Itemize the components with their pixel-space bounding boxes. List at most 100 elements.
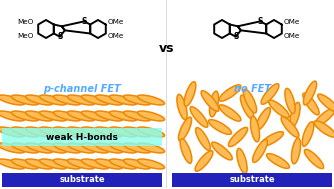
Ellipse shape	[124, 159, 151, 169]
Ellipse shape	[124, 95, 151, 105]
Ellipse shape	[11, 159, 38, 169]
Bar	[2, 128, 162, 146]
Ellipse shape	[240, 95, 254, 119]
Ellipse shape	[138, 95, 165, 105]
Ellipse shape	[285, 88, 295, 114]
Ellipse shape	[81, 111, 109, 121]
Ellipse shape	[11, 111, 38, 121]
Ellipse shape	[39, 159, 66, 169]
Ellipse shape	[53, 143, 80, 153]
Ellipse shape	[177, 94, 187, 120]
Ellipse shape	[196, 128, 210, 150]
Ellipse shape	[243, 89, 257, 113]
Ellipse shape	[201, 91, 219, 111]
Ellipse shape	[138, 111, 165, 121]
Ellipse shape	[261, 132, 284, 146]
Ellipse shape	[267, 154, 290, 168]
Text: OMe: OMe	[108, 19, 124, 26]
Ellipse shape	[25, 95, 52, 105]
Ellipse shape	[124, 127, 151, 137]
Ellipse shape	[253, 139, 267, 162]
Ellipse shape	[110, 159, 137, 169]
Ellipse shape	[96, 143, 123, 153]
Text: S: S	[81, 17, 87, 26]
Ellipse shape	[237, 148, 247, 174]
Text: OMe: OMe	[108, 33, 124, 39]
Ellipse shape	[25, 159, 52, 169]
Ellipse shape	[96, 159, 123, 169]
Ellipse shape	[110, 143, 137, 153]
Text: MeO: MeO	[17, 19, 33, 25]
Ellipse shape	[292, 138, 301, 164]
Text: substrate: substrate	[229, 176, 275, 184]
Bar	[172, 173, 332, 187]
Ellipse shape	[318, 94, 334, 112]
Ellipse shape	[0, 111, 25, 121]
Ellipse shape	[81, 143, 109, 153]
Ellipse shape	[110, 111, 137, 121]
Text: OMe: OMe	[284, 19, 300, 26]
Ellipse shape	[53, 111, 80, 121]
Ellipse shape	[39, 111, 66, 121]
Ellipse shape	[303, 93, 319, 115]
Ellipse shape	[281, 117, 299, 137]
Ellipse shape	[303, 81, 317, 105]
Ellipse shape	[190, 107, 208, 127]
Ellipse shape	[180, 139, 192, 163]
Ellipse shape	[25, 127, 52, 137]
Text: weak H-bonds: weak H-bonds	[46, 132, 118, 142]
Ellipse shape	[11, 127, 38, 137]
Ellipse shape	[269, 100, 289, 118]
Ellipse shape	[110, 95, 137, 105]
Ellipse shape	[39, 95, 66, 105]
Text: S: S	[233, 32, 238, 41]
Text: substrate: substrate	[59, 176, 105, 184]
Text: no FET: no FET	[233, 84, 271, 94]
Ellipse shape	[219, 105, 241, 121]
Ellipse shape	[315, 108, 334, 126]
Ellipse shape	[250, 116, 260, 142]
Ellipse shape	[124, 111, 151, 121]
Ellipse shape	[11, 95, 38, 105]
Ellipse shape	[81, 159, 109, 169]
Ellipse shape	[256, 108, 270, 130]
Ellipse shape	[96, 127, 123, 137]
Ellipse shape	[0, 159, 25, 169]
Ellipse shape	[261, 84, 279, 104]
Ellipse shape	[0, 143, 25, 153]
Ellipse shape	[0, 127, 25, 137]
Ellipse shape	[302, 122, 314, 146]
Ellipse shape	[290, 102, 300, 128]
Ellipse shape	[219, 85, 241, 101]
Text: p-channel FET: p-channel FET	[43, 84, 121, 94]
Ellipse shape	[124, 143, 151, 153]
Bar	[2, 173, 162, 187]
Text: OMe: OMe	[284, 33, 300, 39]
Text: vs: vs	[159, 43, 175, 56]
Ellipse shape	[39, 127, 66, 137]
Ellipse shape	[96, 95, 123, 105]
Ellipse shape	[25, 143, 52, 153]
Ellipse shape	[178, 117, 192, 141]
Ellipse shape	[53, 95, 80, 105]
Ellipse shape	[53, 159, 80, 169]
Ellipse shape	[67, 159, 95, 169]
Ellipse shape	[138, 143, 165, 153]
Ellipse shape	[25, 111, 52, 121]
Ellipse shape	[209, 91, 218, 117]
Ellipse shape	[184, 82, 196, 106]
Ellipse shape	[67, 127, 95, 137]
Ellipse shape	[67, 95, 95, 105]
Ellipse shape	[0, 95, 25, 105]
Ellipse shape	[228, 127, 247, 147]
Ellipse shape	[208, 120, 231, 134]
Ellipse shape	[67, 111, 95, 121]
Ellipse shape	[67, 143, 95, 153]
Ellipse shape	[81, 127, 109, 137]
Ellipse shape	[212, 142, 232, 160]
Ellipse shape	[304, 149, 324, 169]
Ellipse shape	[96, 111, 123, 121]
Ellipse shape	[53, 127, 80, 137]
Text: MeO: MeO	[17, 33, 33, 40]
Ellipse shape	[138, 159, 165, 169]
